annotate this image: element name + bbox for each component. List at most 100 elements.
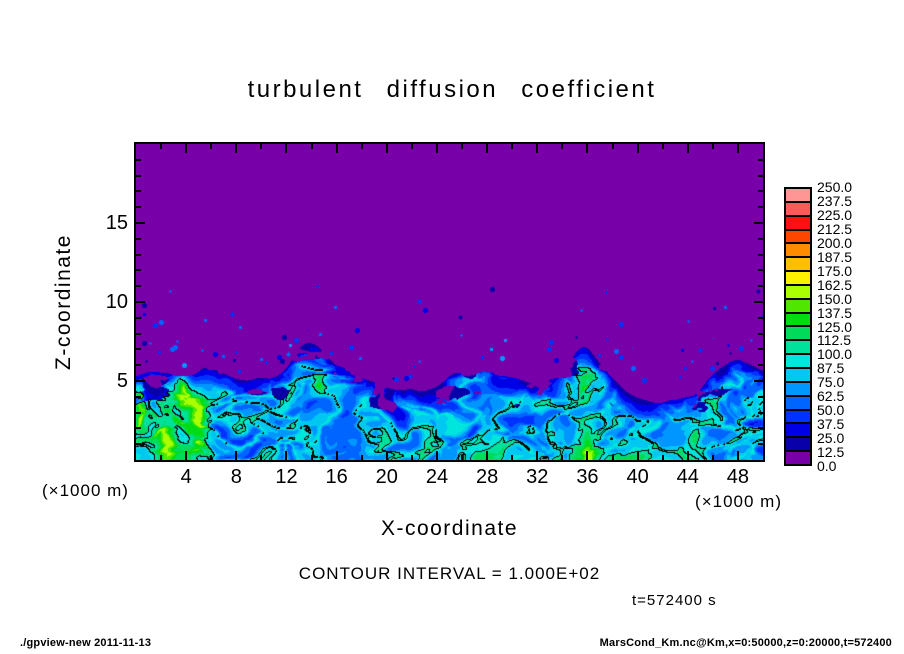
colorbar-tick-label: 137.5: [817, 304, 853, 321]
time-label: t=572400 s: [632, 592, 717, 609]
tick-mark: [711, 455, 714, 460]
tick-mark: [758, 253, 763, 256]
tick-mark: [360, 455, 363, 460]
tick-mark: [586, 144, 589, 153]
tick-mark: [758, 285, 763, 288]
colorbar-tick-label: 87.5: [817, 360, 845, 377]
tick-mark: [661, 455, 664, 460]
tick-mark: [136, 253, 141, 256]
colorbar-cell: [786, 424, 810, 439]
x-tick-label: 12: [275, 466, 298, 488]
tick-mark: [758, 190, 763, 193]
tick-mark: [611, 144, 614, 149]
x-tick-label: 48: [726, 466, 750, 488]
tick-mark: [136, 443, 141, 446]
tick-mark: [511, 144, 514, 149]
tick-mark: [136, 427, 141, 430]
tick-mark: [335, 144, 338, 153]
tick-mark: [586, 451, 589, 460]
tick-mark: [636, 144, 639, 153]
tick-mark: [461, 455, 464, 460]
x-tick-label: 40: [626, 466, 649, 488]
tick-mark: [136, 411, 141, 414]
colorbar-tick-label: 37.5: [817, 416, 845, 433]
colorbar-cell: [786, 258, 810, 273]
tick-mark: [185, 451, 188, 460]
tick-mark: [136, 348, 141, 351]
tick-mark: [136, 158, 141, 161]
tick-mark: [210, 455, 213, 460]
colorbar-cell: [786, 285, 810, 300]
tick-mark: [758, 237, 763, 240]
tick-mark: [758, 443, 763, 446]
tick-mark: [136, 190, 141, 193]
tick-mark: [160, 144, 163, 149]
colorbar-cell: [786, 396, 810, 411]
colorbar-tick-label: 75.0: [817, 374, 845, 391]
tick-mark: [136, 316, 141, 319]
z-tick-label: 5: [116, 370, 128, 392]
colorbar-tick-label: 125.0: [817, 318, 853, 335]
x-tick-label: 32: [526, 466, 549, 488]
colorbar-tick-label: 200.0: [817, 234, 853, 251]
colorbar-tick-label: 187.5: [817, 248, 853, 265]
tick-mark: [486, 144, 489, 153]
colorbar-cell: [786, 202, 810, 217]
tick-mark: [285, 144, 288, 153]
tick-mark: [754, 301, 763, 303]
tick-mark: [385, 144, 388, 153]
z-tick-label: 15: [105, 212, 128, 234]
tick-mark: [285, 451, 288, 460]
tick-mark: [561, 455, 564, 460]
footer-source-text: MarsCond_Km.nc@Km,x=0:50000,z=0:20000,t=…: [599, 637, 892, 649]
colorbar-tick-label: 0.0: [817, 458, 837, 474]
colorbar-cell: [786, 410, 810, 425]
tick-mark: [136, 380, 145, 382]
tick-mark: [686, 451, 689, 460]
tick-mark: [310, 144, 313, 149]
tick-mark: [235, 144, 238, 153]
tick-mark: [335, 451, 338, 460]
contour-interval-note: CONTOUR INTERVAL = 1.000E+02: [298, 564, 601, 583]
colorbar-cell: [786, 216, 810, 231]
tick-mark: [661, 144, 664, 149]
colorbar-cell: [786, 355, 810, 369]
colorbar-cell: [786, 299, 810, 314]
tick-mark: [754, 222, 763, 224]
colorbar-cell: [786, 230, 810, 245]
contour-field-canvas: [136, 144, 763, 460]
tick-mark: [754, 380, 763, 382]
colorbar-tick-label: 112.5: [817, 332, 851, 349]
x-axis-unit-label: (×1000 m): [695, 492, 782, 511]
z-axis-title: Z-coordinate: [52, 234, 75, 370]
x-tick-label: 44: [676, 466, 699, 488]
colorbar-tick-label: 50.0: [817, 402, 845, 419]
colorbar-cell: [786, 189, 810, 203]
colorbar-tick-label: 150.0: [817, 290, 853, 307]
x-tick-label: 24: [425, 466, 449, 488]
colorbar: [784, 187, 812, 466]
colorbar-cell: [786, 244, 810, 259]
tick-mark: [435, 144, 438, 153]
tick-mark: [260, 144, 263, 149]
colorbar-tick-label: 225.0: [817, 206, 853, 223]
tick-mark: [611, 455, 614, 460]
tick-mark: [758, 316, 763, 319]
colorbar-tick-label: 250.0: [817, 179, 853, 195]
z-tick-label: 10: [105, 291, 128, 313]
colorbar-cell: [786, 272, 810, 286]
tick-mark: [136, 206, 141, 209]
colorbar-tick-label: 25.0: [817, 430, 845, 447]
colorbar-cell: [786, 452, 810, 464]
tick-mark: [758, 158, 763, 161]
tick-mark: [435, 451, 438, 460]
tick-mark: [136, 285, 141, 288]
x-tick-label: 8: [230, 466, 242, 488]
tick-mark: [686, 144, 689, 153]
tick-mark: [758, 395, 763, 398]
tick-mark: [561, 144, 564, 149]
tick-mark: [511, 455, 514, 460]
colorbar-tick-label: 162.5: [817, 276, 853, 293]
colorbar-tick-label: 237.5: [817, 192, 853, 209]
